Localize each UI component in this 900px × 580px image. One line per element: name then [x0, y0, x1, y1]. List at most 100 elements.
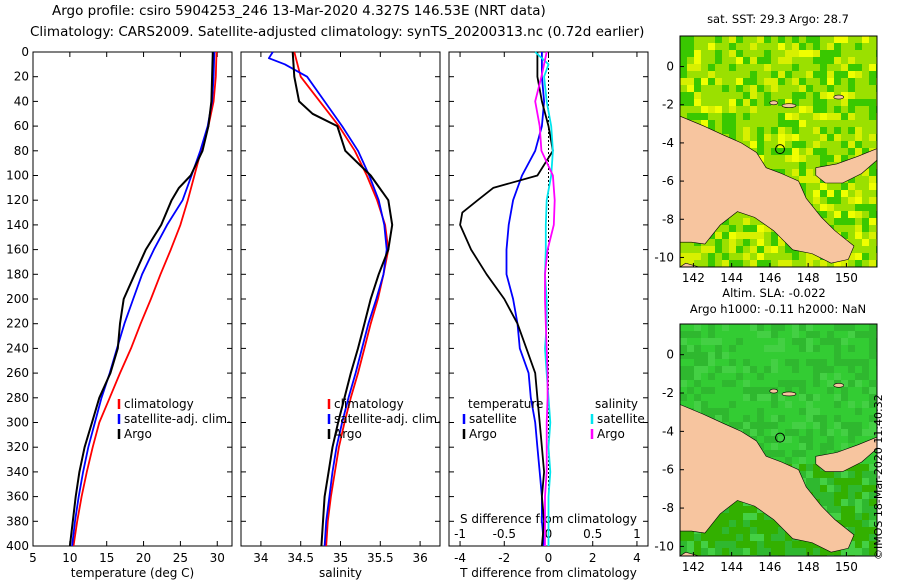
map-cell-altimetry: [855, 324, 862, 331]
map-cell-altimetry: [708, 359, 715, 366]
map-cell-sst: [834, 71, 841, 78]
map-cell-altimetry: [820, 359, 827, 366]
map-cell-altimetry: [869, 429, 876, 436]
map-cell-altimetry: [848, 387, 855, 394]
map-cell-sst: [785, 246, 792, 253]
map-cell-sst: [841, 225, 848, 232]
map-cell-sst: [827, 36, 834, 43]
map-cell-sst: [834, 50, 841, 57]
map-cell-sst: [848, 71, 855, 78]
map-cell-altimetry: [708, 338, 715, 345]
map-cell-altimetry: [806, 471, 813, 478]
map-cell-altimetry: [729, 422, 736, 429]
map-cell-altimetry: [806, 450, 813, 457]
legend-label-temperature-0: climatology: [124, 397, 194, 411]
map-cell-altimetry: [869, 422, 876, 429]
map-x-tick-label-altimetry-142: 142: [682, 560, 705, 574]
map-cell-altimetry: [834, 408, 841, 415]
x-tick-label-difference-0: -4: [454, 551, 466, 565]
map-cell-sst: [855, 36, 862, 43]
map-cell-sst: [813, 64, 820, 71]
map-cell-altimetry: [848, 436, 855, 443]
map-cell-altimetry: [799, 366, 806, 373]
map-cell-altimetry: [771, 436, 778, 443]
map-island-2: [769, 388, 779, 394]
map-cell-altimetry: [785, 359, 792, 366]
map-cell-altimetry: [862, 422, 869, 429]
map-cell-sst: [820, 71, 827, 78]
map-cell-altimetry: [764, 422, 771, 429]
series-line-salinity-climatology: [293, 51, 390, 547]
map-cell-sst: [834, 113, 841, 120]
map-cell-altimetry: [708, 534, 715, 541]
map-cell-altimetry: [855, 387, 862, 394]
y-tick-label-160: 160: [6, 243, 29, 257]
series-line-temperature-argo: [68, 51, 214, 547]
map-cell-altimetry: [813, 492, 820, 499]
map-cell-altimetry: [841, 324, 848, 331]
map-cell-altimetry: [841, 436, 848, 443]
map-cell-altimetry: [750, 429, 757, 436]
map-cell-sst: [827, 155, 834, 162]
map-cell-altimetry: [729, 345, 736, 352]
map-cell-altimetry: [862, 499, 869, 506]
map-cell-altimetry: [736, 541, 743, 548]
map-cell-altimetry: [743, 380, 750, 387]
map-cell-sst: [820, 197, 827, 204]
map-cell-altimetry: [729, 380, 736, 387]
map-cell-altimetry: [750, 359, 757, 366]
x-tick-label-difference-2: 0: [545, 551, 553, 565]
map-cell-sst: [778, 253, 785, 260]
map-cell-sst: [820, 78, 827, 85]
map-cell-altimetry: [757, 534, 764, 541]
map-cell-sst: [813, 155, 820, 162]
map-cell-altimetry: [848, 499, 855, 506]
map-cell-sst: [792, 85, 799, 92]
map-cell-sst: [799, 57, 806, 64]
map-cell-sst: [750, 141, 757, 148]
map-cell-altimetry: [687, 548, 694, 555]
map-cell-altimetry: [715, 520, 722, 527]
map-cell-altimetry: [869, 359, 876, 366]
map-cell-sst: [680, 50, 687, 57]
map-cell-sst: [750, 239, 757, 246]
map-cell-altimetry: [757, 548, 764, 555]
map-cell-sst: [764, 36, 771, 43]
map-cell-sst: [862, 197, 869, 204]
map-cell-sst: [764, 155, 771, 162]
map-cell-altimetry: [736, 338, 743, 345]
map-cell-altimetry: [722, 415, 729, 422]
map-cell-sst: [764, 260, 771, 267]
map-cell-sst: [715, 239, 722, 246]
map-cell-altimetry: [757, 394, 764, 401]
map-cell-altimetry: [862, 478, 869, 485]
map-cell-altimetry: [869, 366, 876, 373]
map-cell-sst: [771, 120, 778, 127]
map-cell-altimetry: [757, 415, 764, 422]
map-cell-sst: [820, 127, 827, 134]
map-cell-altimetry: [799, 457, 806, 464]
map-cell-altimetry: [841, 345, 848, 352]
map-cell-sst: [841, 127, 848, 134]
map-cell-sst: [708, 260, 715, 267]
map-cell-altimetry: [862, 541, 869, 548]
map-cell-sst: [764, 106, 771, 113]
legend-label-difference-temperature-1: Argo: [469, 427, 497, 441]
map-cell-sst: [736, 113, 743, 120]
map-cell-altimetry: [792, 429, 799, 436]
map-cell-altimetry: [750, 506, 757, 513]
map-cell-altimetry: [827, 380, 834, 387]
map-cell-altimetry: [869, 527, 876, 534]
map-cell-altimetry: [701, 408, 708, 415]
map-cell-altimetry: [743, 366, 750, 373]
map-cell-sst: [764, 141, 771, 148]
map-cell-altimetry: [729, 513, 736, 520]
map-cell-sst: [778, 260, 785, 267]
map-cell-altimetry: [778, 366, 785, 373]
map-cell-altimetry: [729, 534, 736, 541]
map-cell-sst: [722, 78, 729, 85]
map-cell-altimetry: [855, 499, 862, 506]
map-cell-sst: [680, 57, 687, 64]
map-cell-altimetry: [708, 541, 715, 548]
map-cell-sst: [834, 218, 841, 225]
